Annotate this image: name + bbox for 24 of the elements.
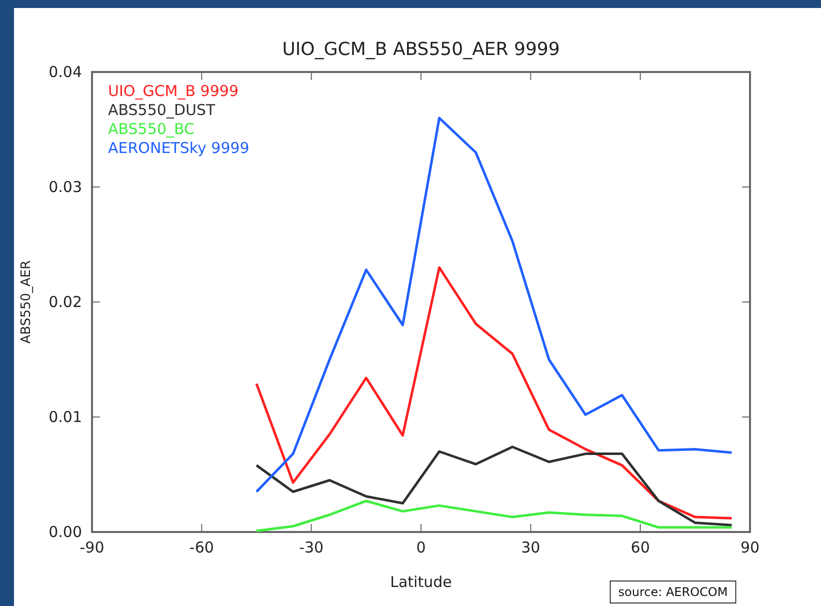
- x-axis-title: Latitude: [390, 573, 452, 591]
- x-tick-label: 90: [740, 538, 760, 557]
- line-series: [255, 446, 733, 526]
- text: AERONETSky 9999: [108, 139, 250, 157]
- y-tick-label: 0.02: [48, 292, 82, 311]
- y-axis-title: ABS550_AER: [19, 260, 34, 344]
- y-tick-label: 0.00: [48, 522, 82, 541]
- x-tick-label: -90: [80, 538, 104, 557]
- x-tick-label: -60: [189, 538, 214, 557]
- line-series: [255, 266, 733, 520]
- y-tick-label: 0.03: [48, 178, 82, 196]
- text: UIO_GCM_B 9999: [108, 82, 238, 100]
- line-series: [255, 500, 733, 532]
- x-tick-label: 60: [630, 538, 650, 557]
- chart-title: UIO_GCM_B ABS550_AER 9999: [282, 39, 560, 60]
- x-tick-label: 30: [521, 538, 540, 557]
- source-note: source: AEROCOM: [618, 585, 728, 599]
- text: ABS550_DUST: [108, 101, 216, 119]
- text: ABS550_BC: [108, 120, 194, 138]
- y-tick-label: 0.01: [48, 408, 82, 426]
- line-series: [255, 116, 733, 493]
- y-tick-label: 0.04: [48, 62, 82, 81]
- x-tick-label: 0: [416, 538, 426, 557]
- x-tick-label: -30: [299, 538, 324, 557]
